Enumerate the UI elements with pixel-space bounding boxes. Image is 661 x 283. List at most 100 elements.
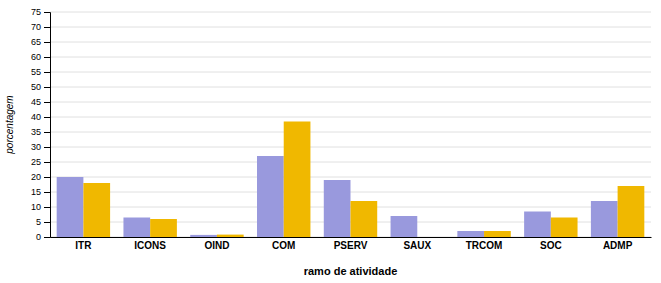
x-tick-label: SOC — [540, 240, 562, 251]
grid-line — [50, 162, 651, 163]
grid-line — [50, 117, 651, 118]
y-tick-mark — [44, 27, 50, 28]
y-tick: 30 — [31, 142, 50, 152]
bar — [150, 219, 177, 237]
y-tick-label: 40 — [31, 112, 41, 122]
y-axis: 0 5 10 15 20 25 30 35 40 45 50 55 60 65 70 75 — [31, 7, 51, 242]
y-tick-mark — [44, 177, 50, 178]
y-tick: 10 — [31, 202, 50, 212]
bar — [57, 177, 84, 237]
bar — [391, 216, 418, 237]
y-tick-mark — [44, 42, 50, 43]
x-tick: ADMP — [603, 240, 633, 251]
x-axis-title: ramo de atividade — [304, 265, 398, 277]
y-tick: 35 — [31, 127, 50, 137]
y-tick-label: 60 — [31, 52, 41, 62]
y-tick: 65 — [31, 37, 50, 47]
bar — [284, 122, 311, 238]
bar — [217, 235, 244, 237]
bar — [484, 231, 511, 237]
chart: 0 5 10 15 20 25 30 35 40 45 50 55 60 65 70 75 ITR ICONS OI… — [0, 0, 661, 283]
bar — [417, 237, 444, 238]
y-tick-label: 55 — [31, 67, 41, 77]
grid-line — [50, 177, 651, 178]
bar — [190, 235, 217, 237]
y-tick-label: 25 — [31, 157, 41, 167]
x-tick-label: PSERV — [334, 240, 368, 251]
grid-line — [50, 87, 651, 88]
x-tick-label: SAUX — [403, 240, 431, 251]
y-tick-label: 65 — [31, 37, 41, 47]
bar — [324, 180, 351, 237]
y-tick-mark — [44, 102, 50, 103]
y-tick-label: 75 — [31, 7, 41, 17]
y-tick: 25 — [31, 157, 50, 167]
y-tick: 50 — [31, 82, 50, 92]
chart-container: 0 5 10 15 20 25 30 35 40 45 50 55 60 65 70 75 ITR ICONS OI… — [0, 0, 661, 283]
y-tick: 55 — [31, 67, 50, 77]
x-tick: ICONS — [134, 240, 166, 251]
grid-line — [50, 147, 651, 148]
bar — [123, 218, 150, 238]
x-tick-label: TRCOM — [466, 240, 503, 251]
y-axis-line — [44, 13, 51, 238]
y-tick-mark — [44, 12, 50, 13]
y-tick-mark — [44, 207, 50, 208]
bars — [57, 122, 645, 238]
y-tick-mark — [44, 162, 50, 163]
y-tick-label: 70 — [31, 22, 41, 32]
y-tick-label: 45 — [31, 97, 41, 107]
y-tick-mark — [44, 147, 50, 148]
grid-line — [50, 102, 651, 103]
grid-line — [50, 12, 651, 13]
x-tick: PSERV — [334, 240, 368, 251]
y-tick: 5 — [36, 217, 50, 227]
grid-line — [50, 27, 651, 28]
x-tick: COM — [272, 240, 295, 251]
x-tick: SAUX — [403, 240, 431, 251]
y-tick-label: 20 — [31, 172, 41, 182]
x-tick-label: COM — [272, 240, 295, 251]
y-tick-mark — [44, 222, 50, 223]
x-tick-label: ITR — [75, 240, 92, 251]
grid-line — [50, 132, 651, 133]
bar — [591, 201, 618, 237]
bar-series — [57, 156, 618, 237]
y-tick: 70 — [31, 22, 50, 32]
x-tick: OIND — [204, 240, 229, 251]
grid-line — [50, 42, 651, 43]
y-tick-label: 15 — [31, 187, 41, 197]
y-tick: 40 — [31, 112, 50, 122]
y-tick-mark — [44, 87, 50, 88]
bar — [618, 186, 645, 237]
y-tick-label: 0 — [36, 232, 41, 242]
y-tick-mark — [44, 72, 50, 73]
x-tick-label: OIND — [204, 240, 229, 251]
grid-line — [50, 72, 651, 73]
x-tick-label: ADMP — [603, 240, 633, 251]
y-tick-mark — [44, 117, 50, 118]
bar-series — [83, 122, 644, 238]
y-axis-title: porcentagem — [4, 95, 15, 154]
y-tick: 45 — [31, 97, 50, 107]
y-tick: 75 — [31, 7, 50, 17]
y-tick: 20 — [31, 172, 50, 182]
grid-line — [50, 57, 651, 58]
bar — [551, 218, 578, 238]
y-tick-label: 35 — [31, 127, 41, 137]
plot: 0 5 10 15 20 25 30 35 40 45 50 55 60 65 70 75 ITR ICONS OI… — [31, 7, 652, 251]
y-tick-mark — [44, 132, 50, 133]
y-tick-label: 10 — [31, 202, 41, 212]
x-axis-line — [51, 237, 652, 238]
y-tick: 60 — [31, 52, 50, 62]
y-tick-mark — [44, 192, 50, 193]
bar — [524, 212, 551, 238]
bar — [457, 231, 484, 237]
x-tick: TRCOM — [466, 240, 503, 251]
y-tick-mark — [44, 237, 50, 238]
x-axis: ITR ICONS OIND COM PSERV SAUX TRCOM SOC ADMP — [51, 238, 652, 252]
y-tick-mark — [44, 57, 50, 58]
y-tick: 0 — [36, 232, 50, 242]
x-tick-label: ICONS — [134, 240, 166, 251]
y-tick: 15 — [31, 187, 50, 197]
